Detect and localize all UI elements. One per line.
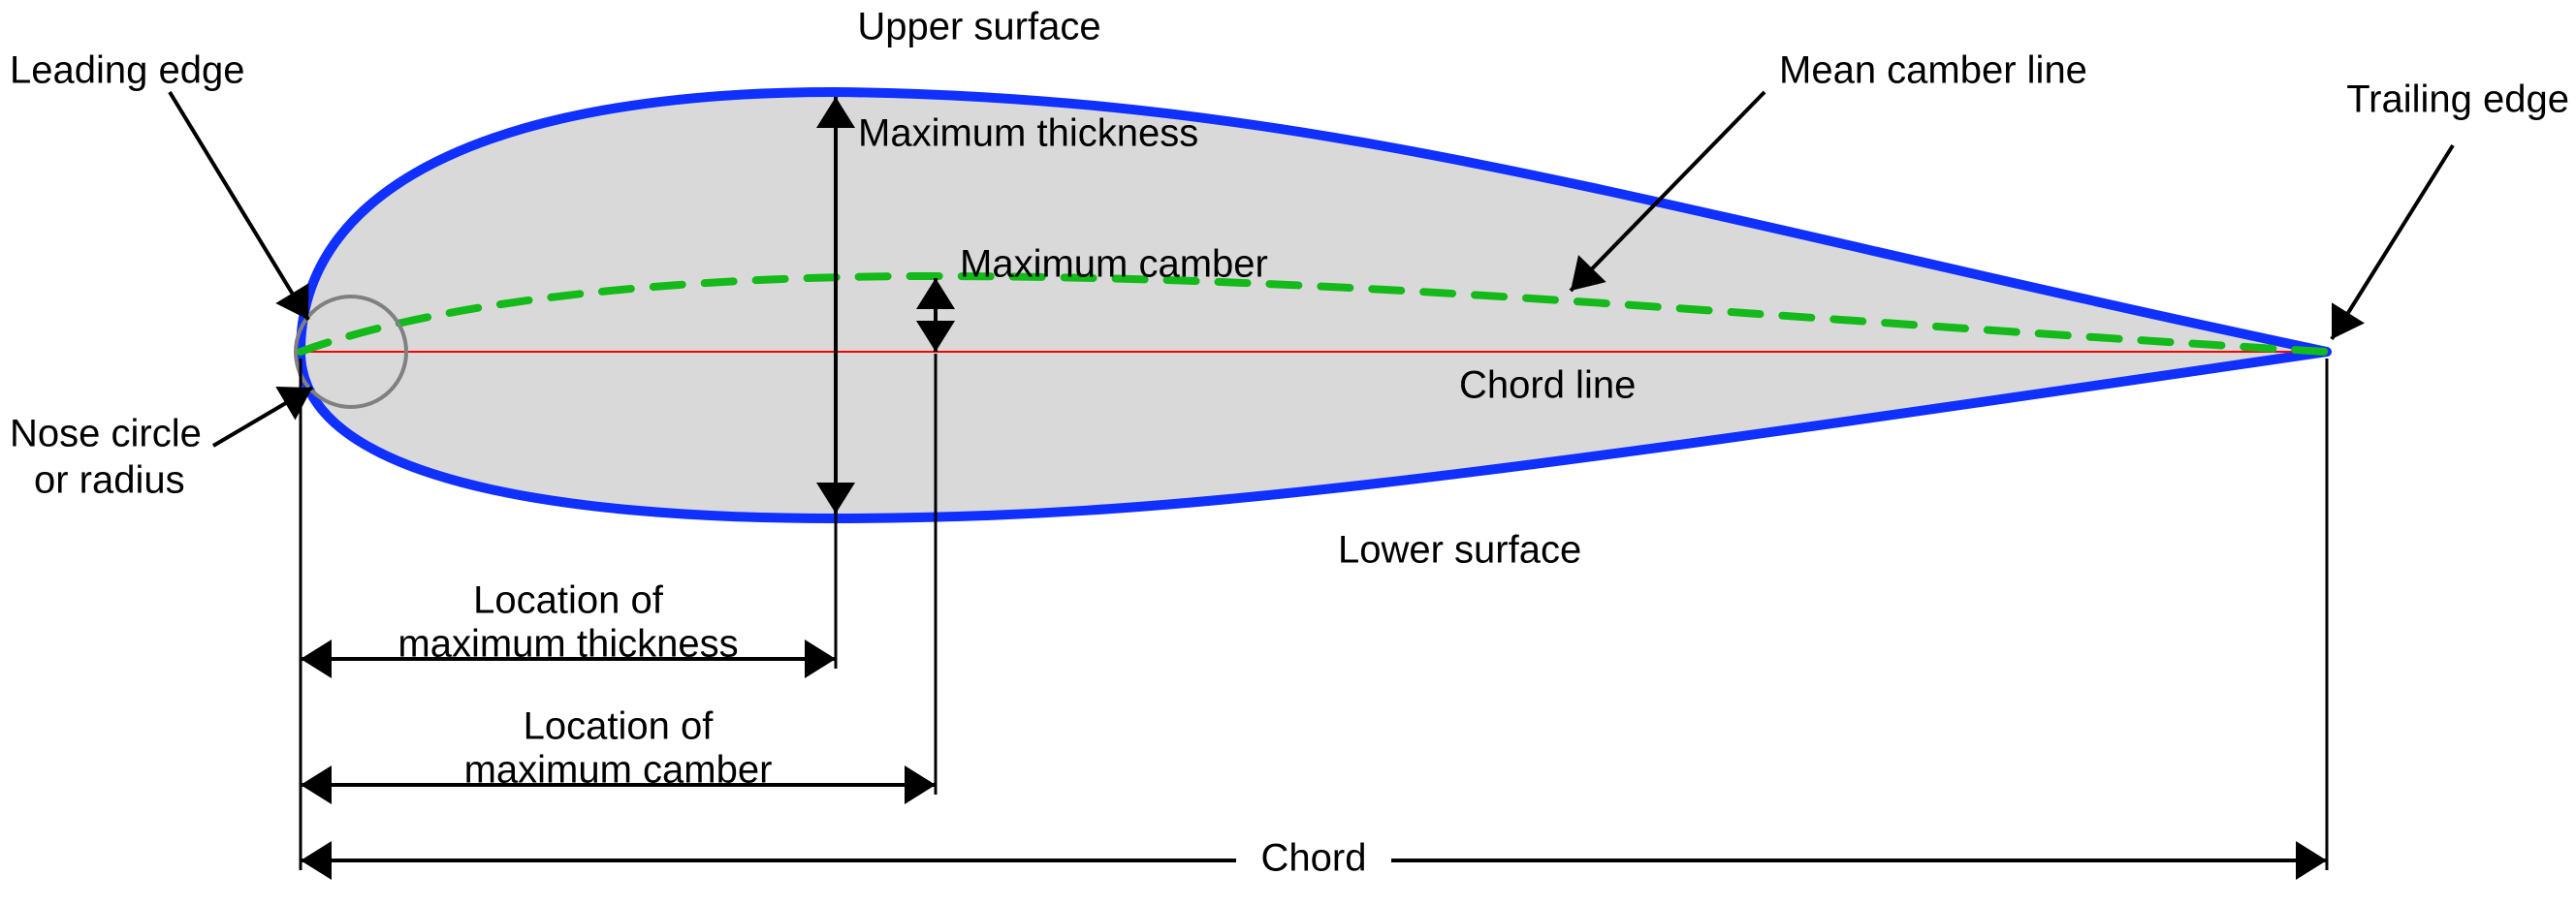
max-camber-label: Maximum camber <box>960 243 1268 286</box>
upper-surface-label: Upper surface <box>857 6 1100 48</box>
airfoil <box>296 92 2327 518</box>
lower-surface-label: Lower surface <box>1338 529 1581 572</box>
loc-thickness-label-2: maximum thickness <box>398 623 738 666</box>
loc-thickness-label-1: Location of <box>473 579 664 622</box>
loc-camber-label-2: maximum camber <box>464 749 773 792</box>
chord-dim-label: Chord <box>1261 837 1367 880</box>
mean-camber-label: Mean camber line <box>1779 49 2087 92</box>
max-thickness-label: Maximum thickness <box>858 112 1198 155</box>
trailing-edge-label: Trailing edge <box>2346 78 2569 121</box>
nose-circle-label-2: or radius <box>34 459 185 502</box>
airfoil-outline <box>301 92 2327 518</box>
chord-line-label: Chord line <box>1459 364 1636 407</box>
loc-camber-label-1: Location of <box>524 705 715 748</box>
nose-circle-label-1: Nose circle <box>10 413 202 455</box>
leading-edge-label: Leading edge <box>10 49 244 92</box>
